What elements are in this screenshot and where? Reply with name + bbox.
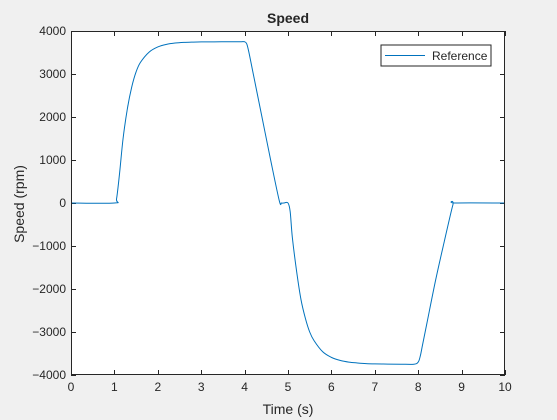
y-tick-labels: −4000 −3000 −2000 −1000 0 1000 2000 3000 4000 bbox=[32, 24, 66, 382]
x-tick-label: 10 bbox=[498, 380, 512, 394]
x-tick-label: 3 bbox=[198, 380, 205, 394]
y-tick-label: 0 bbox=[59, 196, 66, 210]
y-tick-label: 1000 bbox=[39, 153, 66, 167]
x-tick-label: 9 bbox=[458, 380, 465, 394]
y-tick-label: −2000 bbox=[32, 282, 66, 296]
y-tick-label: 4000 bbox=[39, 24, 66, 38]
axes-box bbox=[71, 31, 505, 375]
x-tick-label: 6 bbox=[328, 380, 335, 394]
legend-box bbox=[380, 44, 492, 67]
chart-title: Speed bbox=[267, 10, 309, 26]
x-tick-label: 8 bbox=[415, 380, 422, 394]
legend: Reference bbox=[380, 44, 492, 67]
y-axis-label: Speed (rpm) bbox=[11, 165, 27, 243]
y-tick-label: −1000 bbox=[32, 239, 66, 253]
x-tick-label: 0 bbox=[68, 380, 75, 394]
x-tick-label: 7 bbox=[371, 380, 378, 394]
x-tick-label: 4 bbox=[241, 380, 248, 394]
y-tick-label: −3000 bbox=[32, 325, 66, 339]
x-tick-label: 2 bbox=[154, 380, 161, 394]
y-tick-label: 2000 bbox=[39, 110, 66, 124]
x-tick-label: 5 bbox=[285, 380, 292, 394]
x-axis-label: Time (s) bbox=[263, 401, 314, 417]
x-tick-labels: 0 1 2 3 4 5 6 7 8 9 10 bbox=[68, 380, 512, 394]
plot-series bbox=[70, 41, 506, 365]
series-line-reference bbox=[70, 41, 506, 365]
y-tick-label: −4000 bbox=[32, 368, 66, 382]
y-tick-label: 3000 bbox=[39, 67, 66, 81]
legend-label-reference: Reference bbox=[432, 49, 488, 63]
x-tick-label: 1 bbox=[111, 380, 118, 394]
